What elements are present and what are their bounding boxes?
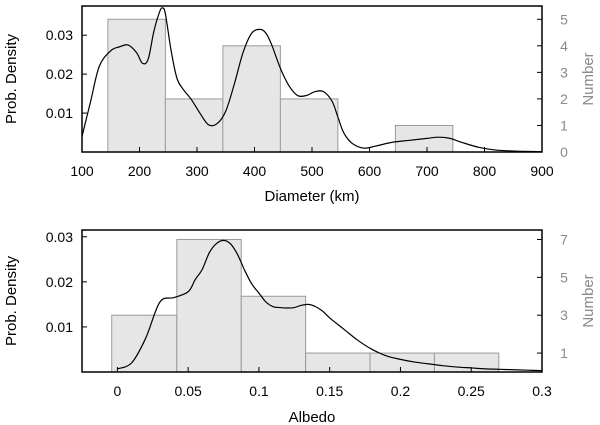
albedo-y-tick-label: 0.03 bbox=[46, 229, 73, 245]
albedo-panel: 0 0.05 0.1 0.15 0.2 0.25 0.3 0.01 0.02 0.03 1 3 5 7… bbox=[3, 229, 597, 425]
albedo-density-curve bbox=[117, 239, 543, 372]
diameter-x-tick-label: 600 bbox=[358, 163, 382, 179]
diameter-number-tick-label: 1 bbox=[560, 117, 568, 133]
diameter-x-tick-label: 100 bbox=[70, 163, 94, 179]
diameter-y-ticks: 0.01 0.02 0.03 bbox=[46, 27, 87, 121]
albedo-y-tick-label: 0.02 bbox=[46, 274, 73, 290]
albedo-x-tick-label: 0 bbox=[113, 383, 121, 399]
diameter-histogram-bar bbox=[279, 98, 339, 153]
albedo-histogram-bar bbox=[240, 295, 307, 373]
diameter-y-tick-label: 0.01 bbox=[46, 105, 73, 121]
albedo-number-axis-title: Number bbox=[580, 274, 597, 327]
diameter-number-tick-label: 5 bbox=[560, 11, 568, 27]
albedo-y-ticks: 0.01 0.02 0.03 bbox=[46, 229, 87, 335]
albedo-number-tick-label: 3 bbox=[560, 307, 568, 323]
albedo-x-tick-label: 0.15 bbox=[316, 383, 343, 399]
diameter-number-tick-label: 0 bbox=[560, 144, 568, 160]
albedo-x-tick-label: 0.2 bbox=[391, 383, 411, 399]
diameter-y-tick-label: 0.02 bbox=[46, 66, 73, 82]
diameter-x-tick-label: 200 bbox=[128, 163, 152, 179]
diameter-histogram-bar bbox=[107, 18, 166, 153]
diameter-number-tick-label: 4 bbox=[560, 38, 568, 54]
albedo-number-tick-label: 5 bbox=[560, 269, 568, 285]
diameter-x-tick-label: 400 bbox=[243, 163, 267, 179]
diameter-histogram-bar bbox=[222, 45, 281, 153]
albedo-axes-frame bbox=[81, 229, 543, 373]
albedo-x-ticks: 0 0.05 0.1 0.15 0.2 0.25 0.3 bbox=[113, 367, 552, 399]
albedo-number-ticks: 1 3 5 7 bbox=[537, 231, 568, 361]
albedo-number-tick-label: 1 bbox=[560, 345, 568, 361]
albedo-x-axis-title: Albedo bbox=[289, 409, 336, 425]
albedo-histogram-bar bbox=[369, 352, 435, 373]
albedo-histogram bbox=[111, 238, 500, 373]
diameter-x-tick-label: 500 bbox=[300, 163, 324, 179]
albedo-y-tick-label: 0.01 bbox=[46, 319, 73, 335]
diameter-number-tick-label: 3 bbox=[560, 64, 568, 80]
diameter-density-curve bbox=[81, 7, 543, 153]
albedo-histogram-bar bbox=[305, 352, 371, 373]
diameter-y-tick-label: 0.03 bbox=[46, 27, 73, 43]
diameter-panel: 100 200 300 400 500 600 700 800 900 0.01 0.02 0.03… bbox=[3, 5, 597, 205]
diameter-x-tick-label: 900 bbox=[530, 163, 554, 179]
diameter-x-axis-title: Diameter (km) bbox=[264, 188, 359, 205]
albedo-x-tick-label: 0.3 bbox=[532, 383, 552, 399]
diameter-number-tick-label: 2 bbox=[560, 91, 568, 107]
albedo-x-tick-label: 0.25 bbox=[458, 383, 485, 399]
albedo-number-tick-label: 7 bbox=[560, 231, 568, 247]
albedo-histogram-bar bbox=[111, 314, 178, 373]
diameter-number-ticks: 0 1 2 3 4 5 bbox=[537, 11, 568, 160]
diameter-x-tick-label: 800 bbox=[473, 163, 497, 179]
diameter-x-tick-label: 300 bbox=[185, 163, 209, 179]
albedo-histogram-bar bbox=[176, 238, 242, 373]
albedo-x-tick-label: 0.1 bbox=[249, 383, 269, 399]
diameter-histogram bbox=[107, 18, 454, 153]
diameter-y-axis-title: Prob. Density bbox=[3, 33, 20, 124]
albedo-x-tick-label: 0.05 bbox=[175, 383, 202, 399]
diameter-x-tick-label: 700 bbox=[415, 163, 439, 179]
albedo-y-axis-title: Prob. Density bbox=[3, 255, 20, 346]
diameter-number-axis-title: Number bbox=[580, 52, 597, 105]
diameter-x-ticks: 100 200 300 400 500 600 700 800 900 bbox=[70, 147, 554, 179]
